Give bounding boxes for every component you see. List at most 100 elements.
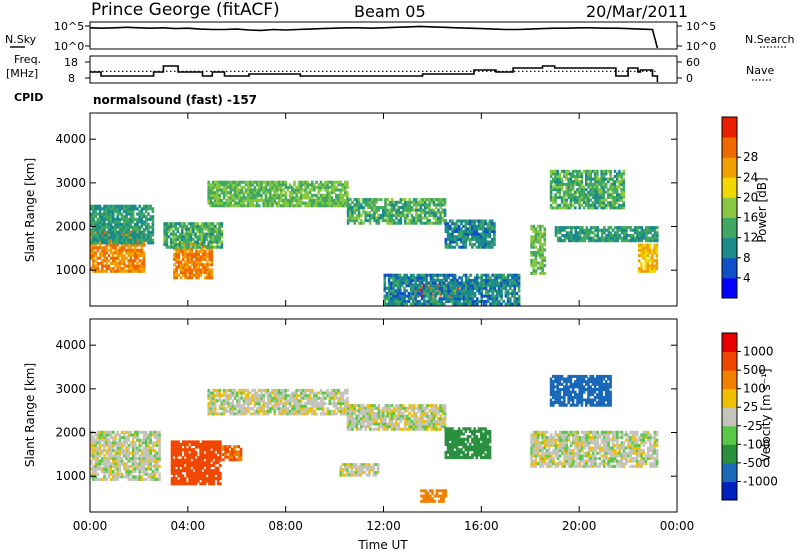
heatmap-cell: [277, 193, 281, 197]
heatmap-cell: [453, 235, 457, 239]
heatmap-cell: [511, 278, 514, 282]
heatmap-cell: [242, 204, 246, 208]
heatmap-cell: [231, 204, 235, 208]
heatmap-cell: [214, 396, 217, 400]
heatmap-cell: [651, 236, 655, 240]
heatmap-cell: [222, 201, 226, 205]
heatmap-cell: [197, 250, 200, 254]
heatmap-cell: [351, 200, 354, 204]
heatmap-cell: [574, 234, 578, 238]
heatmap-cell: [90, 467, 93, 471]
heatmap-cell: [627, 226, 630, 230]
heatmap-cell: [466, 222, 470, 226]
heatmap-cell: [651, 251, 654, 255]
heatmap-cell: [299, 191, 303, 195]
heatmap-cell: [622, 196, 626, 200]
heatmap-cell: [308, 188, 312, 192]
heatmap-cell: [219, 482, 222, 486]
heatmap-cell: [506, 302, 510, 306]
heatmap-cell: [536, 240, 540, 244]
heatmap-cell: [434, 213, 438, 217]
heatmap-cell: [530, 243, 533, 247]
heatmap-cell: [260, 196, 263, 200]
heatmap-cell: [225, 391, 228, 395]
heatmap-cell: [404, 208, 407, 212]
heatmap-cell: [172, 243, 175, 247]
heatmap-cell: [556, 226, 560, 230]
heatmap-cell: [253, 391, 257, 395]
heatmap-cell: [443, 213, 447, 217]
heatmap-cell: [184, 255, 187, 259]
heatmap-cell: [607, 228, 611, 232]
heatmap-cell: [637, 246, 641, 250]
heatmap-cell: [114, 264, 117, 268]
heatmap-cell: [210, 250, 214, 254]
heatmap-cell: [390, 281, 393, 285]
heatmap-cell: [607, 190, 610, 194]
heatmap-cell: [147, 225, 150, 229]
heatmap-cell: [437, 219, 440, 223]
heatmap-cell: [249, 402, 252, 406]
heatmap-cell: [304, 191, 307, 195]
heatmap-cell: [482, 219, 485, 223]
heatmap-cell: [138, 220, 141, 224]
heatmap-cell: [596, 172, 599, 176]
heatmap-cell: [558, 175, 562, 179]
heatmap-cell: [428, 219, 431, 223]
heatmap-cell: [197, 456, 200, 460]
heatmap-cell: [233, 396, 237, 400]
colorbar-tick: 24: [743, 170, 758, 184]
heatmap-cell: [649, 236, 652, 240]
heatmap-cell: [177, 443, 180, 447]
heatmap-cell: [640, 248, 643, 252]
heatmap-cell: [284, 404, 287, 408]
heatmap-cell: [235, 445, 238, 449]
heatmap-cell: [123, 248, 126, 252]
heatmap-cell: [629, 234, 633, 238]
heatmap-cell: [567, 180, 570, 184]
heatmap-cell: [648, 246, 652, 250]
heatmap-cell: [175, 268, 178, 272]
heatmap-cell: [339, 201, 343, 205]
heatmap-cell: [199, 260, 203, 264]
heatmap-cell: [156, 436, 159, 440]
heatmap-cell: [96, 228, 100, 232]
heatmap-cell: [105, 449, 108, 453]
heatmap-cell: [177, 440, 180, 444]
heatmap-cell: [446, 227, 450, 231]
heatmap-cell: [471, 292, 475, 296]
heatmap-cell: [429, 297, 433, 301]
heatmap-cell: [291, 201, 294, 205]
heatmap-cell: [421, 216, 425, 220]
heatmap-cell: [337, 180, 340, 184]
heatmap-cell: [390, 294, 393, 298]
heatmap-cell: [127, 241, 130, 245]
heatmap-cell: [186, 461, 189, 465]
heatmap-cell: [247, 396, 250, 400]
heatmap-cell: [364, 198, 367, 202]
heatmap-cell: [407, 284, 411, 288]
heatmap-cell: [451, 227, 454, 231]
heatmap-cell: [229, 407, 232, 411]
heatmap-cell: [306, 191, 310, 195]
heatmap-cell: [118, 207, 122, 211]
heatmap-cell: [216, 474, 220, 478]
heatmap-cell: [118, 261, 122, 265]
heatmap-cell: [587, 185, 590, 189]
heatmap-cell: [436, 276, 439, 280]
heatmap-cell: [446, 230, 450, 234]
heatmap-cell: [478, 292, 481, 296]
heatmap-cell: [138, 259, 141, 263]
heatmap-cell: [125, 470, 128, 474]
heatmap-cell: [576, 239, 580, 243]
heatmap-cell: [513, 294, 516, 298]
heatmap-cell: [284, 199, 287, 203]
heatmap-cell: [134, 230, 137, 234]
heatmap-cell: [251, 396, 254, 400]
heatmap-cell: [589, 169, 592, 173]
heatmap-cell: [330, 191, 334, 195]
heatmap-cell: [451, 302, 455, 306]
heatmap-cell: [142, 251, 146, 255]
heatmap-cell: [101, 217, 104, 221]
heatmap-cell: [543, 248, 547, 252]
